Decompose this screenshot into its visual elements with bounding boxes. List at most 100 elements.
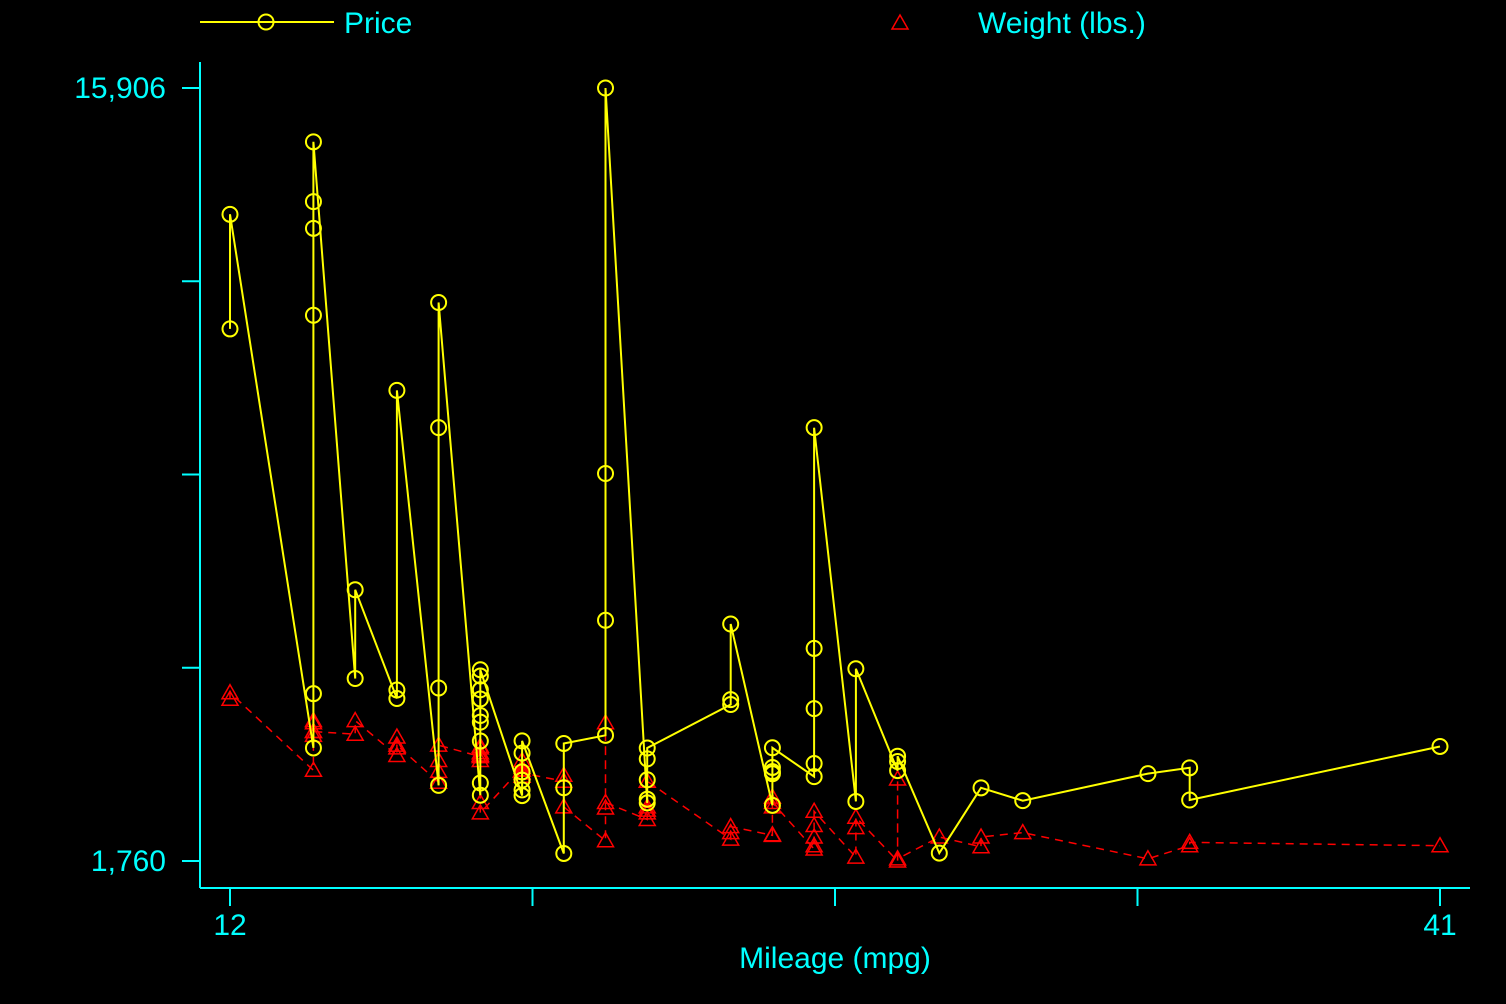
- price-point: [513, 763, 531, 781]
- price-point: [638, 771, 656, 789]
- price-point: [722, 691, 740, 709]
- price-point: [388, 681, 406, 699]
- weight-point: [637, 803, 657, 820]
- y-tick-label: 15,906: [74, 72, 166, 105]
- price-point: [304, 133, 322, 151]
- price-point: [471, 713, 489, 731]
- weight-point: [804, 839, 824, 856]
- price-point: [513, 771, 531, 789]
- price-point: [346, 581, 364, 599]
- price-point: [471, 786, 489, 804]
- weight-point: [846, 807, 866, 825]
- legend-price-label: Price: [344, 7, 412, 40]
- price-point: [430, 776, 448, 794]
- series-price: [221, 79, 1449, 862]
- weight-point: [804, 827, 824, 844]
- y-tick-label: 1,760: [91, 845, 166, 878]
- price-point: [513, 781, 531, 799]
- price-point: [930, 844, 948, 862]
- weight-point: [345, 724, 365, 741]
- weight-point: [721, 823, 740, 840]
- price-point: [1181, 759, 1199, 777]
- price-point: [763, 765, 781, 783]
- price-point: [763, 758, 781, 776]
- weight-point: [846, 847, 866, 864]
- price-point: [597, 726, 615, 744]
- price-point: [513, 732, 531, 750]
- weight-point: [1430, 836, 1450, 853]
- price-point: [388, 689, 406, 707]
- price-point: [805, 419, 823, 437]
- weight-point: [1180, 836, 1199, 853]
- weight-point: [1180, 832, 1199, 850]
- x-axis-label: Mileage (mpg): [739, 942, 931, 975]
- price-point: [638, 750, 656, 768]
- price-point: [221, 320, 239, 338]
- price-point: [889, 753, 907, 771]
- price-point: [555, 844, 573, 862]
- weight-point: [596, 831, 615, 848]
- price-point: [555, 779, 573, 797]
- price-point: [763, 796, 781, 814]
- price-point: [1431, 737, 1449, 755]
- x-ticks: 12 41: [213, 888, 1457, 942]
- legend-weight-marker: [890, 13, 910, 30]
- weight-point: [804, 801, 824, 819]
- price-point: [304, 193, 322, 211]
- weight-point: [763, 825, 782, 842]
- price-point: [471, 661, 489, 679]
- weight-point: [804, 836, 824, 853]
- price-point: [304, 306, 322, 324]
- price-point: [304, 219, 322, 237]
- x-tick-label: 41: [1423, 909, 1456, 942]
- weight-point: [304, 760, 323, 778]
- price-point: [638, 739, 656, 757]
- price-point: [972, 779, 990, 797]
- price-point: [471, 732, 489, 750]
- x-tick-label: 12: [213, 909, 246, 942]
- price-point: [430, 679, 448, 697]
- price-point: [847, 660, 865, 678]
- price-point: [388, 381, 406, 399]
- price-point: [1181, 791, 1199, 809]
- legend-weight-label: Weight (lbs.): [978, 7, 1146, 40]
- price-point: [805, 639, 823, 657]
- weight-point: [888, 851, 907, 868]
- price-point: [471, 706, 489, 724]
- weight-point: [971, 827, 991, 844]
- weight-point: [1138, 849, 1158, 866]
- legend: Price Weight (lbs.): [200, 7, 1146, 40]
- weight-point: [846, 818, 866, 835]
- price-point: [430, 419, 448, 437]
- price-point: [304, 685, 322, 703]
- price-point: [722, 615, 740, 633]
- price-point: [889, 747, 907, 765]
- weight-point: [721, 817, 740, 834]
- price-point: [597, 465, 615, 483]
- weight-point: [1013, 823, 1033, 840]
- price-point: [471, 774, 489, 792]
- price-point: [638, 790, 656, 808]
- weight-point: [387, 727, 407, 744]
- weight-point: [596, 793, 615, 810]
- weight-point: [471, 803, 490, 820]
- price-point: [805, 768, 823, 786]
- price-point: [722, 695, 740, 713]
- weight-point: [345, 711, 365, 728]
- weight-point: [763, 793, 782, 810]
- price-point: [471, 681, 489, 699]
- weight-point: [804, 815, 824, 833]
- price-point: [304, 739, 322, 757]
- price-point: [597, 79, 615, 97]
- price-point: [805, 755, 823, 773]
- price-point: [763, 739, 781, 757]
- weight-point: [888, 849, 907, 866]
- price-point: [805, 700, 823, 718]
- weight-point: [387, 735, 407, 752]
- weight-point: [596, 798, 615, 815]
- weight-point: [387, 738, 407, 755]
- weight-point: [220, 683, 240, 700]
- price-point: [847, 792, 865, 810]
- price-point: [346, 669, 364, 687]
